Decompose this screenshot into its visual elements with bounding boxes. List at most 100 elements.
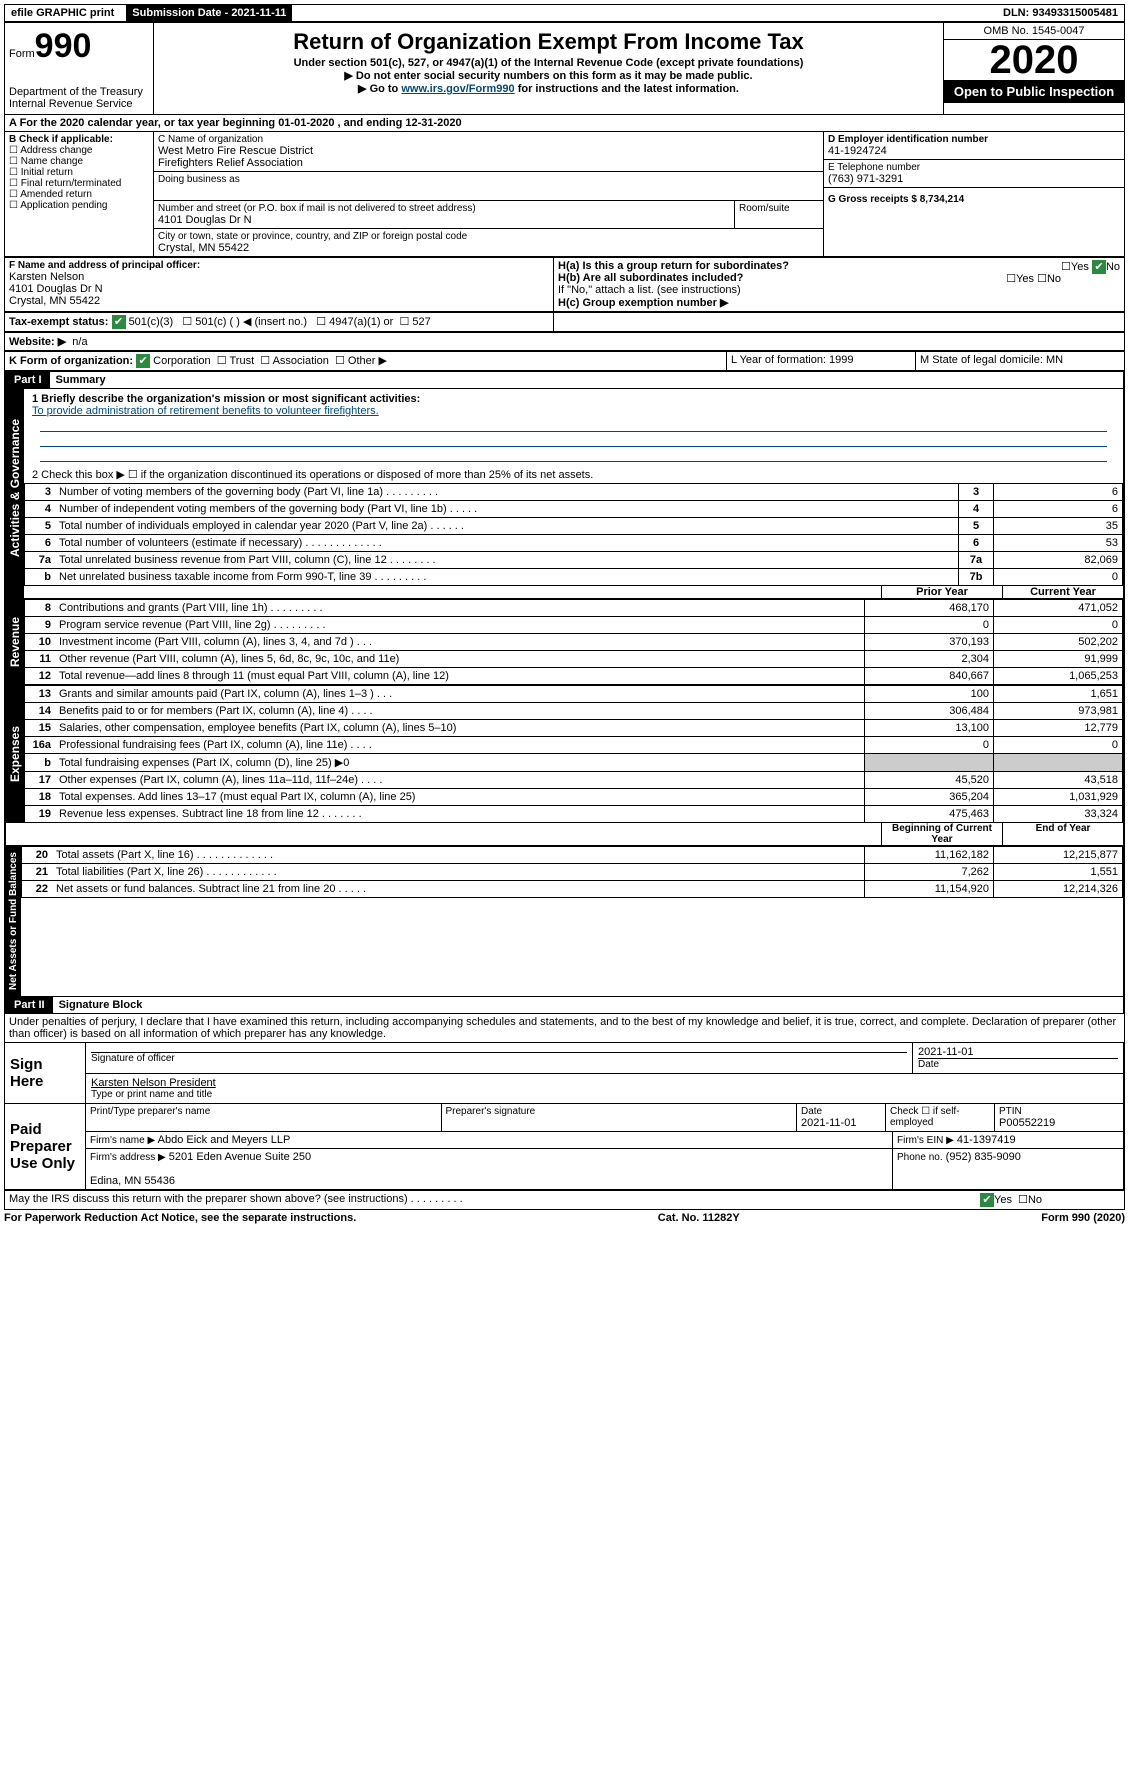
- check-icon: ✔: [1092, 260, 1106, 274]
- line-number: b: [25, 569, 56, 586]
- b-checkbox-item[interactable]: ☐ Final return/terminated: [9, 178, 149, 189]
- officer-typed-name: Karsten Nelson President: [91, 1077, 1118, 1089]
- i-4947: 4947(a)(1) or: [329, 316, 393, 328]
- ptin-label: PTIN: [999, 1106, 1119, 1117]
- k-trust: Trust: [230, 355, 255, 367]
- part2-title: Signature Block: [53, 997, 149, 1013]
- hb-yes: Yes: [1016, 273, 1034, 285]
- footer-left: For Paperwork Reduction Act Notice, see …: [4, 1212, 356, 1224]
- prior-value: 840,667: [865, 668, 994, 685]
- city-label: City or town, state or province, country…: [158, 231, 819, 242]
- col-prior: Prior Year: [882, 586, 1003, 598]
- current-value: 471,052: [994, 600, 1123, 617]
- signature-table: Sign Here Signature of officer 2021-11-0…: [5, 1042, 1124, 1190]
- discuss-yesno: ✔Yes ☐No: [980, 1193, 1120, 1207]
- form-container: Form990 Department of the Treasury Inter…: [4, 22, 1125, 1210]
- b-checkbox-item[interactable]: ☐ Name change: [9, 156, 149, 167]
- submission-date-button[interactable]: Submission Date - 2021-11-11: [126, 5, 292, 21]
- prior-value: [865, 754, 994, 772]
- firm-phone: (952) 835-9090: [946, 1151, 1021, 1163]
- form-number: Form990: [9, 27, 149, 66]
- current-value: 0: [994, 617, 1123, 634]
- section-b: B Check if applicable: ☐ Address change☐…: [5, 132, 154, 257]
- discuss-text: May the IRS discuss this return with the…: [9, 1193, 980, 1207]
- current-value: 1,651: [994, 686, 1123, 703]
- prior-value: 475,463: [865, 806, 994, 823]
- current-value: 33,324: [994, 806, 1123, 823]
- line-box: 5: [959, 518, 994, 535]
- part1-header: Part I: [6, 372, 50, 388]
- line2: 2 Check this box ▶ ☐ if the organization…: [24, 466, 1123, 483]
- line-box: 3: [959, 484, 994, 501]
- l-year: L Year of formation: 1999: [727, 352, 916, 371]
- line-number: 7a: [25, 552, 56, 569]
- line-number: 15: [25, 720, 56, 737]
- d-label: D Employer identification number: [828, 134, 1120, 145]
- paid-preparer: Paid Preparer Use Only: [5, 1104, 86, 1190]
- footer-right: Form 990 (2020): [1041, 1212, 1125, 1224]
- line-number: 9: [25, 617, 56, 634]
- prior-value: 45,520: [865, 772, 994, 789]
- b-checkbox-item[interactable]: ☐ Amended return: [9, 189, 149, 200]
- line-number: 21: [22, 864, 53, 881]
- footer-mid: Cat. No. 11282Y: [658, 1212, 740, 1224]
- tab-revenue: Revenue: [6, 599, 24, 685]
- k-other: Other ▶: [348, 355, 387, 367]
- form-sub1: Under section 501(c), 527, or 4947(a)(1)…: [158, 57, 939, 69]
- current-value: 973,981: [994, 703, 1123, 720]
- discuss-no: No: [1028, 1194, 1042, 1206]
- line-number: 5: [25, 518, 56, 535]
- form-prefix: Form: [9, 48, 35, 60]
- col-begin: Beginning of Current Year: [882, 823, 1003, 845]
- current-value: 12,214,326: [994, 881, 1123, 898]
- tab-expenses: Expenses: [6, 685, 24, 823]
- e-label: E Telephone number: [828, 162, 1120, 173]
- form-title: Return of Organization Exempt From Incom…: [158, 29, 939, 55]
- b-checkbox-item[interactable]: ☐ Address change: [9, 145, 149, 156]
- prior-value: 468,170: [865, 600, 994, 617]
- c-name-label: C Name of organization: [158, 134, 819, 145]
- line-desc: Total expenses. Add lines 13–17 (must eq…: [55, 789, 865, 806]
- form-990-number: 990: [35, 27, 92, 65]
- ha-label: H(a) Is this a group return for subordin…: [558, 260, 789, 272]
- top-bar: efile GRAPHIC print Submission Date - 20…: [4, 4, 1125, 22]
- firm-ein-label: Firm's EIN ▶: [897, 1135, 954, 1146]
- current-value: 1,551: [994, 864, 1123, 881]
- line-value: 53: [994, 535, 1123, 552]
- line-desc: Other revenue (Part VIII, column (A), li…: [55, 651, 865, 668]
- line-desc: Total fundraising expenses (Part IX, col…: [55, 754, 865, 772]
- mission-text: To provide administration of retirement …: [32, 405, 1115, 417]
- line-number: 3: [25, 484, 56, 501]
- line-box: 7b: [959, 569, 994, 586]
- ha-no: No: [1106, 261, 1120, 273]
- org-name: West Metro Fire Rescue District Firefigh…: [158, 145, 819, 169]
- phone-value: (763) 971-3291: [828, 173, 1120, 185]
- firm-name: Abdo Eick and Meyers LLP: [158, 1134, 291, 1146]
- officer-addr: 4101 Douglas Dr N Crystal, MN 55422: [9, 283, 549, 307]
- sign-here: Sign Here: [5, 1043, 86, 1104]
- line-number: 19: [25, 806, 56, 823]
- line-number: 20: [22, 847, 53, 864]
- line1-label: 1 Briefly describe the organization's mi…: [32, 393, 1115, 405]
- line-desc: Number of independent voting members of …: [55, 501, 959, 518]
- ha-yes: Yes: [1071, 261, 1089, 273]
- current-value: 0: [994, 737, 1123, 754]
- city-state-zip: Crystal, MN 55422: [158, 242, 819, 254]
- k-label: K Form of organization:: [9, 355, 133, 367]
- b-checkbox-item[interactable]: ☐ Application pending: [9, 200, 149, 211]
- tax-year: 2020: [944, 40, 1124, 80]
- current-value: 43,518: [994, 772, 1123, 789]
- tab-spacer: [6, 586, 24, 598]
- h-b: H(b) Are all subordinates included? ☐Yes…: [558, 272, 1120, 284]
- g-label: G Gross receipts $ 8,734,214: [828, 194, 1120, 205]
- line-value: 6: [994, 501, 1123, 518]
- line-desc: Program service revenue (Part VIII, line…: [55, 617, 865, 634]
- line-desc: Professional fundraising fees (Part IX, …: [55, 737, 865, 754]
- prep-date: 2021-11-01: [801, 1117, 881, 1129]
- tab-governance: Activities & Governance: [6, 389, 24, 586]
- firm-addr-label: Firm's address ▶: [90, 1152, 166, 1163]
- tab-netassets: Net Assets or Fund Balances: [6, 846, 21, 996]
- prior-value: 306,484: [865, 703, 994, 720]
- b-checkbox-item[interactable]: ☐ Initial return: [9, 167, 149, 178]
- form990-link[interactable]: www.irs.gov/Form990: [401, 83, 514, 95]
